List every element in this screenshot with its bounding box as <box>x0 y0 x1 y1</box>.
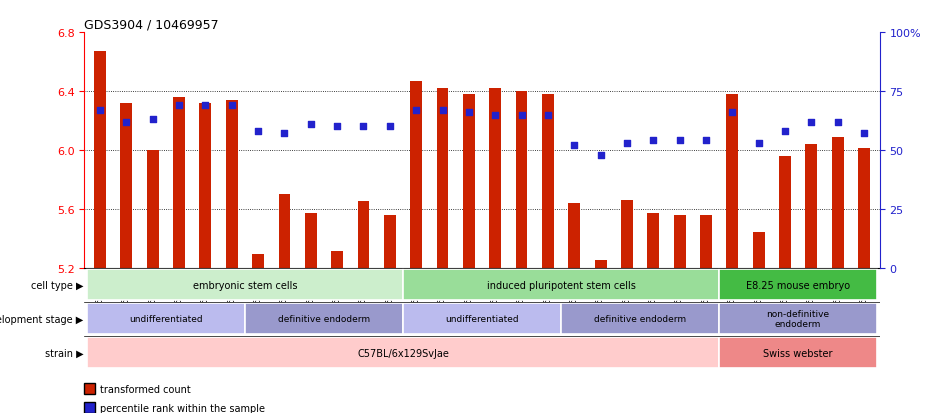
Bar <box>147 150 159 268</box>
Point <box>461 109 476 116</box>
Bar <box>410 81 422 268</box>
Text: Swiss webster: Swiss webster <box>764 348 833 358</box>
Point <box>724 109 739 116</box>
Point <box>435 107 450 114</box>
Bar <box>516 92 528 268</box>
FancyBboxPatch shape <box>87 269 403 301</box>
Text: cell type ▶: cell type ▶ <box>31 280 83 290</box>
FancyBboxPatch shape <box>403 303 561 335</box>
Point <box>382 124 397 131</box>
Point <box>93 107 108 114</box>
Point <box>225 102 240 109</box>
Bar <box>753 233 765 268</box>
Point <box>329 124 344 131</box>
Point <box>672 138 687 145</box>
Point <box>540 112 555 119</box>
Point <box>856 131 871 138</box>
Point <box>830 119 845 126</box>
Bar <box>858 149 870 268</box>
Point <box>567 142 582 149</box>
Point <box>488 112 503 119</box>
Bar <box>490 89 501 268</box>
FancyBboxPatch shape <box>719 337 877 368</box>
FancyBboxPatch shape <box>245 303 403 335</box>
Point <box>646 138 661 145</box>
Bar <box>832 137 843 268</box>
Bar <box>121 104 132 268</box>
Text: non-definitive
endoderm: non-definitive endoderm <box>767 309 829 328</box>
Text: definitive endoderm: definitive endoderm <box>594 314 686 323</box>
Point <box>197 102 212 109</box>
FancyBboxPatch shape <box>719 269 877 301</box>
Point <box>514 112 529 119</box>
Text: transformed count: transformed count <box>100 384 191 394</box>
Point <box>277 131 292 138</box>
Bar <box>621 200 633 268</box>
Bar <box>568 204 580 268</box>
Bar <box>305 214 316 268</box>
Text: embryonic stem cells: embryonic stem cells <box>193 280 298 290</box>
Bar <box>358 202 370 268</box>
Text: percentile rank within the sample: percentile rank within the sample <box>100 403 265 413</box>
Text: E8.25 mouse embryo: E8.25 mouse embryo <box>746 280 850 290</box>
Bar <box>779 157 791 268</box>
Point <box>620 140 635 147</box>
Point <box>145 117 160 123</box>
Bar <box>674 215 685 268</box>
Bar <box>384 215 396 268</box>
Text: GDS3904 / 10469957: GDS3904 / 10469957 <box>84 19 219 32</box>
Bar <box>594 261 607 268</box>
Point <box>119 119 134 126</box>
FancyBboxPatch shape <box>87 303 245 335</box>
Bar <box>805 145 817 268</box>
Bar <box>226 101 238 268</box>
Point <box>303 121 318 128</box>
Point <box>804 119 819 126</box>
FancyBboxPatch shape <box>719 303 877 335</box>
Text: development stage ▶: development stage ▶ <box>0 314 83 324</box>
Point <box>698 138 713 145</box>
Bar <box>252 255 264 268</box>
Text: undifferentiated: undifferentiated <box>129 314 203 323</box>
Bar <box>542 95 554 268</box>
Point <box>251 128 266 135</box>
Text: induced pluripotent stem cells: induced pluripotent stem cells <box>487 280 636 290</box>
Point <box>171 102 186 109</box>
FancyBboxPatch shape <box>403 269 719 301</box>
Bar <box>173 97 185 268</box>
FancyBboxPatch shape <box>561 303 719 335</box>
Bar <box>726 95 739 268</box>
Point <box>752 140 767 147</box>
Point <box>356 124 371 131</box>
Bar <box>95 52 106 268</box>
Bar <box>331 252 344 268</box>
Text: definitive endoderm: definitive endoderm <box>278 314 370 323</box>
Bar <box>279 195 290 268</box>
Point <box>778 128 793 135</box>
Bar <box>700 215 712 268</box>
Bar <box>199 104 212 268</box>
Point <box>409 107 424 114</box>
FancyBboxPatch shape <box>87 337 719 368</box>
Text: strain ▶: strain ▶ <box>45 348 83 358</box>
Text: undifferentiated: undifferentiated <box>446 314 519 323</box>
Bar <box>436 89 448 268</box>
Point <box>593 152 608 159</box>
Bar <box>463 95 475 268</box>
Text: C57BL/6x129SvJae: C57BL/6x129SvJae <box>357 348 449 358</box>
Bar <box>648 214 659 268</box>
